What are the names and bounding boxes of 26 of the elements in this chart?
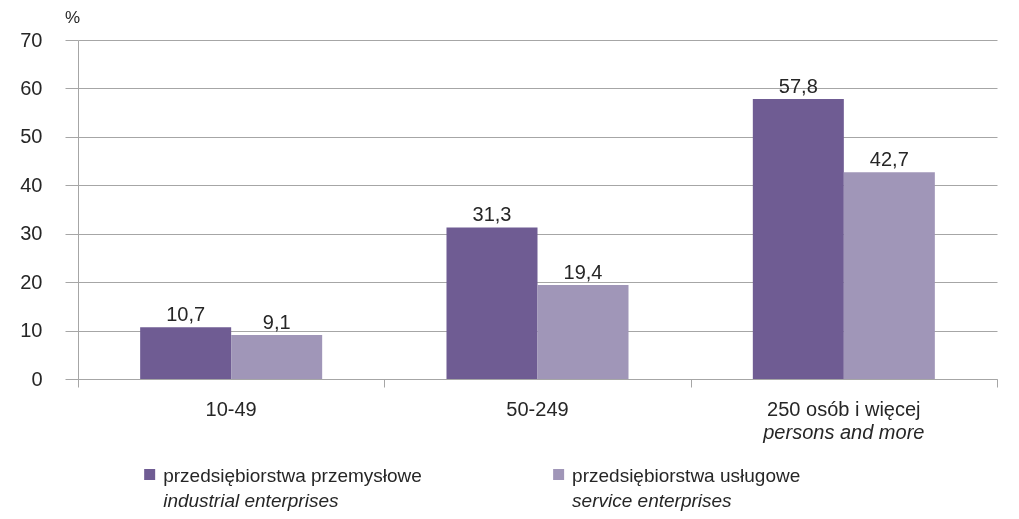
y-tick-label: 50 <box>20 125 43 148</box>
y-tick-label: 10 <box>20 319 43 342</box>
y-tick-label: 40 <box>20 173 43 196</box>
y-tick-label: 60 <box>20 76 43 99</box>
bar <box>537 285 629 379</box>
y-axis-title: % <box>64 7 81 27</box>
x-tick-label: 250 osób i więcej persons and more <box>762 398 925 443</box>
legend-label: przedsiębiorstwa przemysłowe industrial enterprises <box>163 465 422 511</box>
bar <box>843 172 935 379</box>
y-tick-label: 0 <box>31 367 43 390</box>
data-label: 10,7 <box>166 303 206 326</box>
y-tick-label: 70 <box>20 28 43 51</box>
data-label: 19,4 <box>563 261 603 284</box>
x-tick-label: 10-49 <box>205 398 257 420</box>
x-tick-label: 50-249 <box>506 398 569 420</box>
bar <box>231 334 323 379</box>
bar <box>446 227 538 379</box>
bar <box>752 99 844 379</box>
bar <box>140 327 232 379</box>
data-label: 9,1 <box>262 310 291 333</box>
legend-label: przedsiębiorstwa usługowe service enterprises <box>572 465 801 511</box>
data-label: 31,3 <box>472 203 512 226</box>
y-tick-label: 20 <box>20 270 43 293</box>
data-label: 42,7 <box>869 148 909 171</box>
y-tick-label: 30 <box>20 222 43 245</box>
data-label: 57,8 <box>778 75 818 98</box>
